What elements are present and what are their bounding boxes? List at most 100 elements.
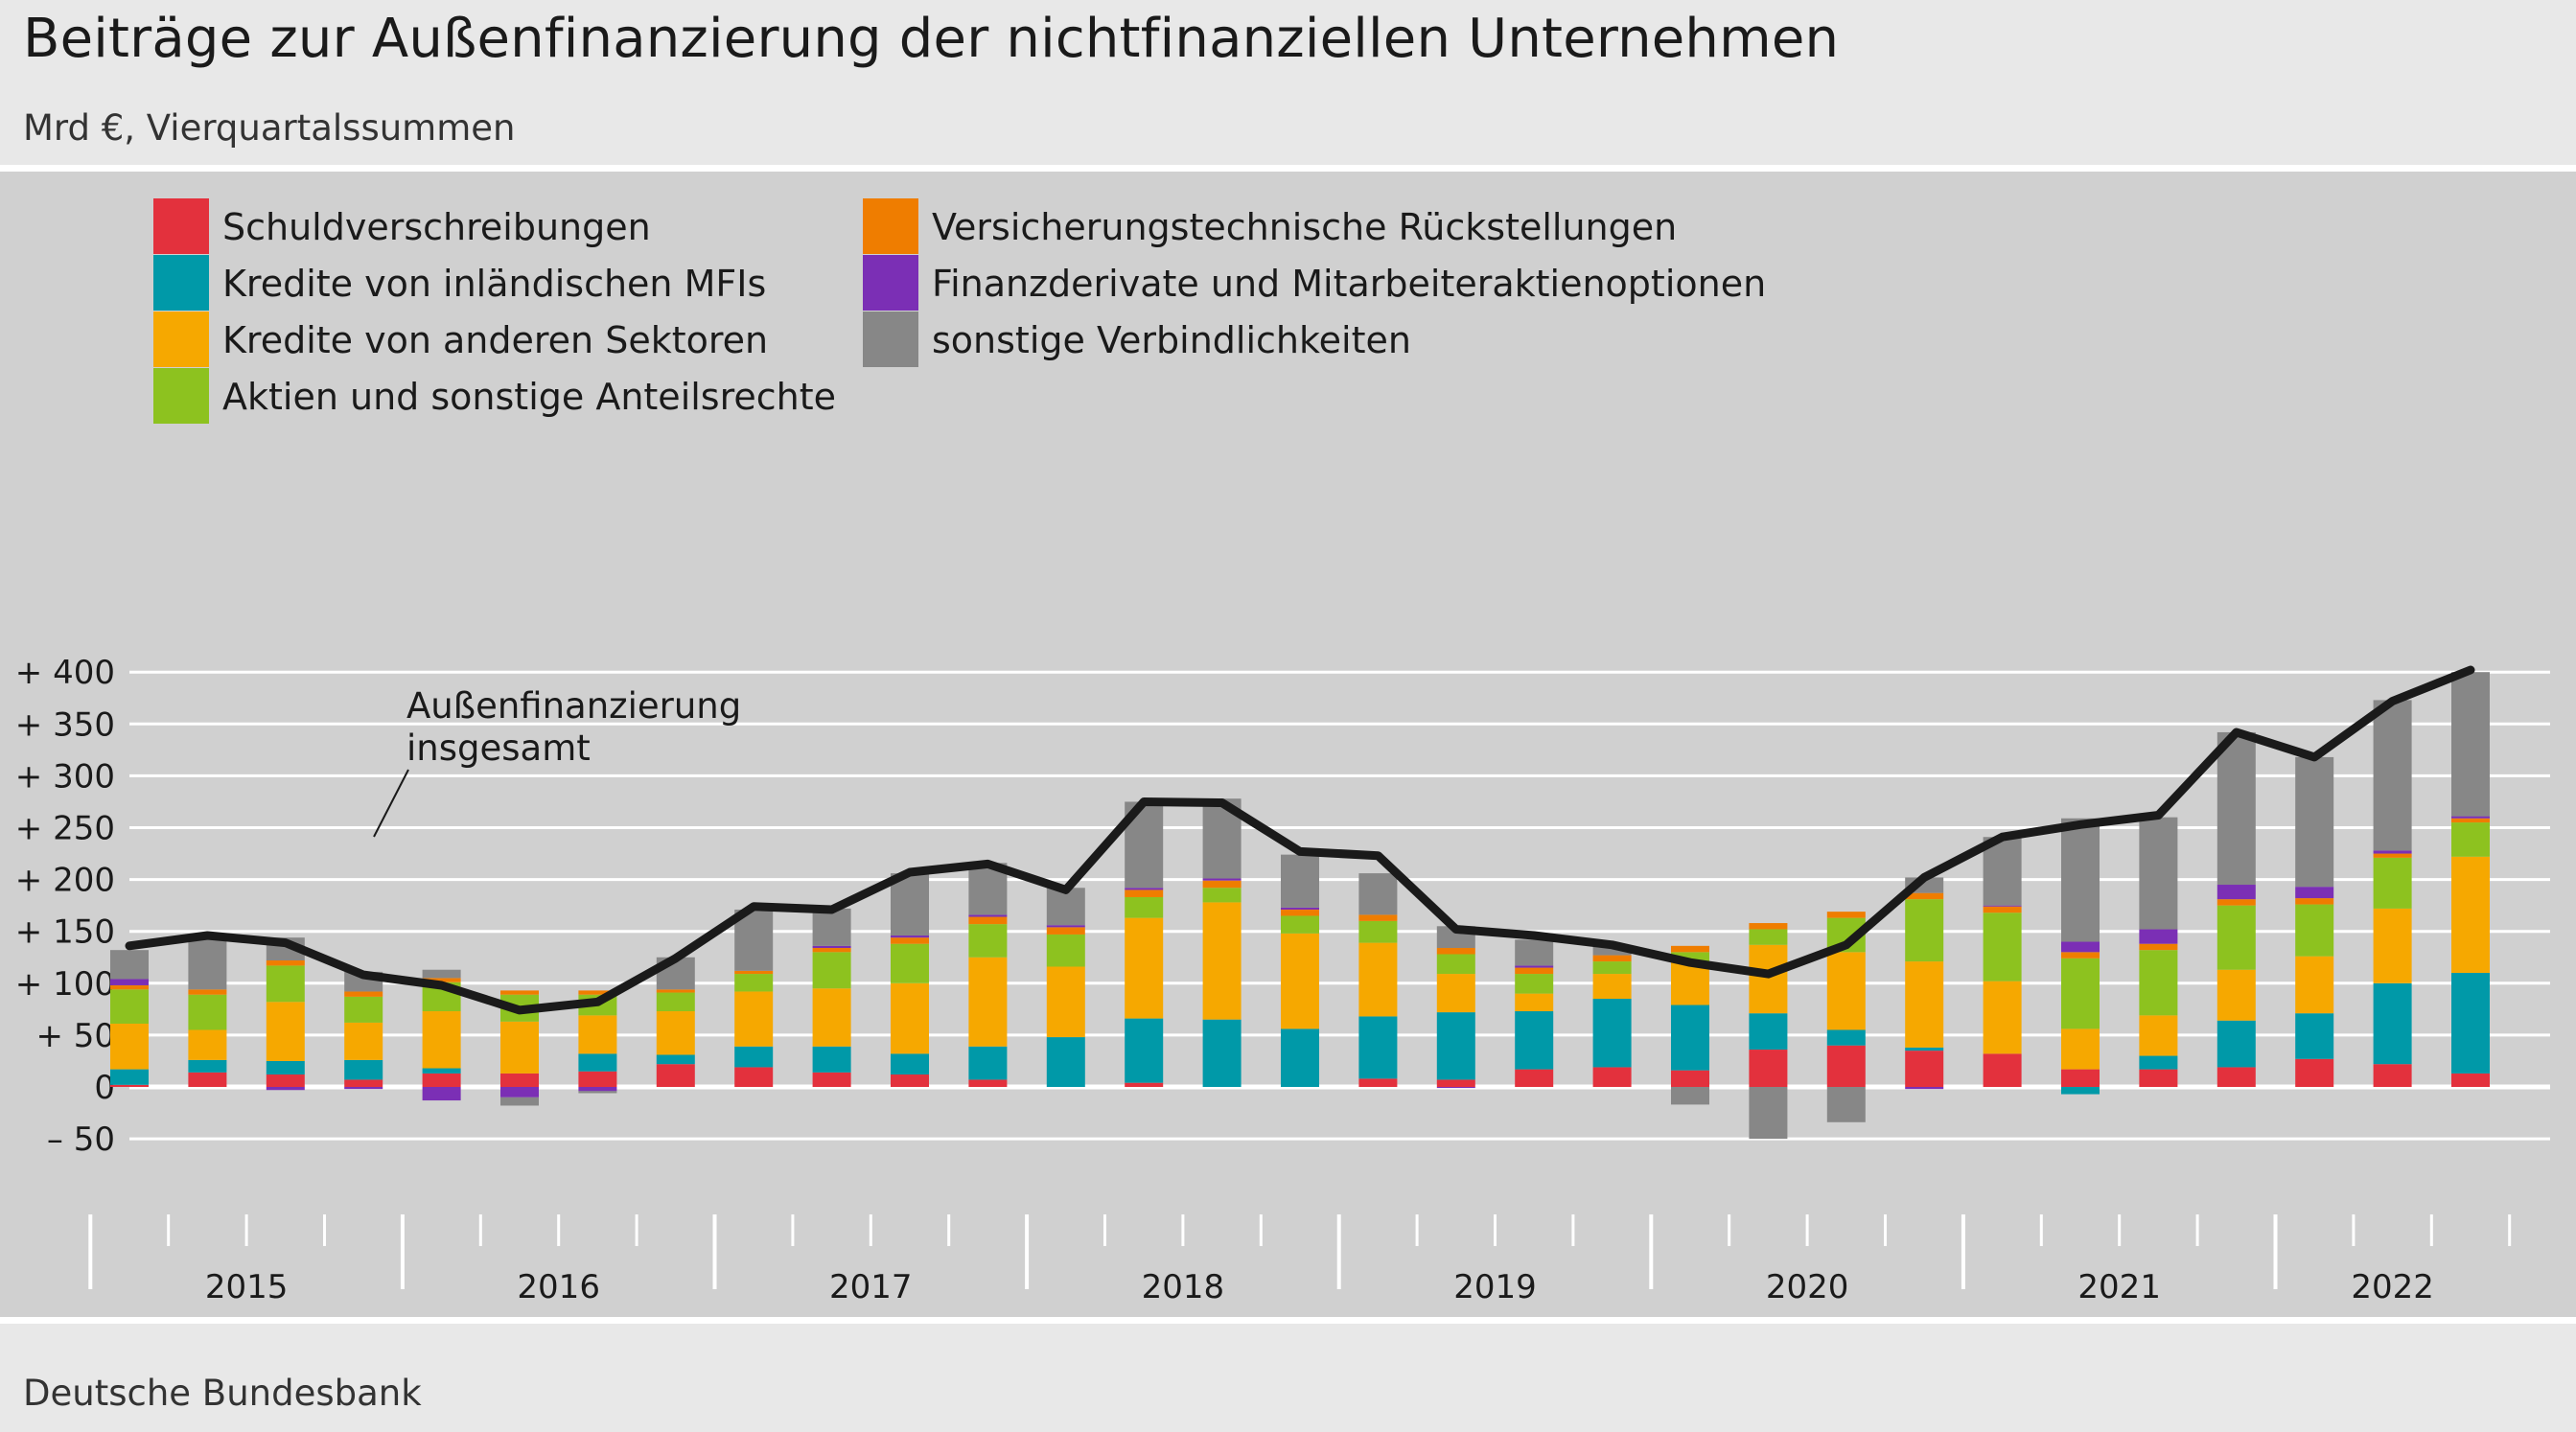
bar-segment — [1281, 1028, 1319, 1087]
bar-segment — [110, 984, 149, 990]
legend-label: Kredite von inländischen MFIs — [222, 263, 766, 305]
bar-segment — [1826, 912, 1866, 918]
total-line — [125, 665, 2475, 1015]
bar-segment — [1358, 1016, 1398, 1079]
bar-segment — [812, 1072, 851, 1087]
y-tick-label: + 350 — [15, 705, 115, 744]
bar-segment — [1281, 854, 1319, 908]
bar-segment — [2061, 1069, 2100, 1087]
bar-segment — [1592, 999, 1632, 1068]
bar-segment — [422, 1068, 461, 1074]
bar-segment — [2216, 969, 2256, 1021]
bar-segment — [968, 916, 1008, 925]
bar-segment — [2451, 822, 2490, 857]
top-divider — [0, 165, 2576, 172]
legend-swatch — [153, 312, 209, 367]
bar-segment — [1358, 914, 1398, 921]
bar-segment — [734, 1046, 774, 1068]
legend-swatch — [153, 198, 209, 254]
bar-segment — [1983, 905, 2022, 907]
bar-segment — [500, 1073, 539, 1087]
bar-segment — [2216, 731, 2256, 886]
bar-segment — [1749, 1087, 1788, 1140]
bar-segment — [734, 970, 774, 975]
bar-segment — [1749, 1013, 1788, 1051]
bar-segment — [110, 950, 149, 980]
bar-segment — [891, 937, 929, 944]
bottom-divider — [0, 1317, 2576, 1324]
bar-segment — [2216, 905, 2256, 970]
bar-segment — [578, 1071, 617, 1087]
chart-area: – 50 0 + 50 + 100 + 150 + 200 + 250 + 300 + 350 +… — [0, 172, 2576, 1317]
bar-segment — [812, 1046, 851, 1073]
bar-segment — [2295, 956, 2334, 1014]
legend-swatch — [863, 255, 918, 311]
bar-segment — [968, 1046, 1008, 1080]
bar-segment — [1281, 933, 1319, 1029]
bar-segment — [1358, 920, 1398, 943]
bar-segment — [968, 914, 1008, 917]
y-axis-ticks: – 50 0 + 50 + 100 + 150 + 200 + 250 + 300 + 350 +… — [15, 654, 115, 1159]
bar-segment — [1202, 902, 1242, 1020]
bar-segment — [422, 978, 461, 982]
bar-segment — [1826, 1045, 1866, 1087]
bar-segment — [2061, 958, 2100, 1029]
bar-segment — [1905, 1087, 1944, 1090]
bar-segment — [812, 945, 851, 949]
bar-segment — [2216, 1020, 2256, 1068]
bar-segment — [2451, 818, 2490, 823]
legend-label: sonstige Verbindlichkeiten — [932, 319, 1411, 361]
bar-segment — [1983, 981, 2022, 1054]
bar-segment — [1515, 1069, 1554, 1087]
bar-segment — [1281, 915, 1319, 934]
year-label: 2017 — [829, 1268, 913, 1306]
bar-segment — [578, 990, 617, 995]
bar-segment — [2216, 885, 2256, 900]
bar-segment — [500, 990, 539, 995]
bar-segment — [422, 1087, 461, 1101]
bar-segment — [2216, 1067, 2256, 1087]
bar-segment — [578, 1091, 617, 1094]
bar-segment — [2295, 756, 2334, 888]
year-label: 2022 — [2351, 1268, 2434, 1306]
legend-label: Versicherungstechnische Rückstellungen — [932, 206, 1677, 248]
bar-segment — [1515, 1011, 1554, 1070]
bar-segment — [422, 969, 461, 979]
bar-segment — [1826, 952, 1866, 1030]
bar-segment — [110, 1069, 149, 1085]
plot-background — [0, 172, 2576, 1317]
bar-segment — [500, 1097, 539, 1106]
bar-segment — [891, 982, 929, 1054]
bar-segment — [891, 873, 929, 936]
bar-segment — [656, 1011, 695, 1055]
bar-segment — [1202, 880, 1242, 889]
bar-segment — [578, 1087, 617, 1092]
bar-segment — [1046, 927, 1085, 935]
bar-segment — [500, 1087, 539, 1097]
bar-segment — [1436, 948, 1475, 955]
bar-segment — [1749, 923, 1788, 930]
bar-segment — [1046, 966, 1085, 1038]
x-axis: 2015 2016 2017 2018 2019 2020 2021 2022 — [88, 1214, 2512, 1306]
bar-segment — [1671, 945, 1709, 953]
bar-segment — [1671, 1070, 1709, 1087]
source-label: Deutsche Bundesbank — [23, 1373, 422, 1414]
legend-label: Finanzderivate und Mitarbeiteraktienopti… — [932, 263, 1766, 305]
bar-segment — [188, 1072, 227, 1087]
bar-segment — [1905, 961, 1944, 1048]
bar-segment — [188, 938, 227, 990]
bar-segment — [1125, 888, 1164, 890]
bar-segment — [1125, 1082, 1164, 1087]
legend-swatch — [153, 368, 209, 424]
bar-segment — [1515, 939, 1554, 966]
bar-segment — [2295, 904, 2334, 957]
bar-segment — [1436, 1012, 1475, 1080]
bar-segment — [2373, 853, 2412, 858]
bar-segment — [1436, 954, 1475, 975]
y-tick-label: + 400 — [15, 654, 115, 692]
bar-segment — [1281, 909, 1319, 916]
bar-segment — [2139, 1069, 2178, 1087]
bar-segment — [2451, 972, 2490, 1074]
legend-label: Aktien und sonstige Anteilsrechte — [222, 376, 836, 418]
total-line-path — [125, 665, 2475, 1015]
